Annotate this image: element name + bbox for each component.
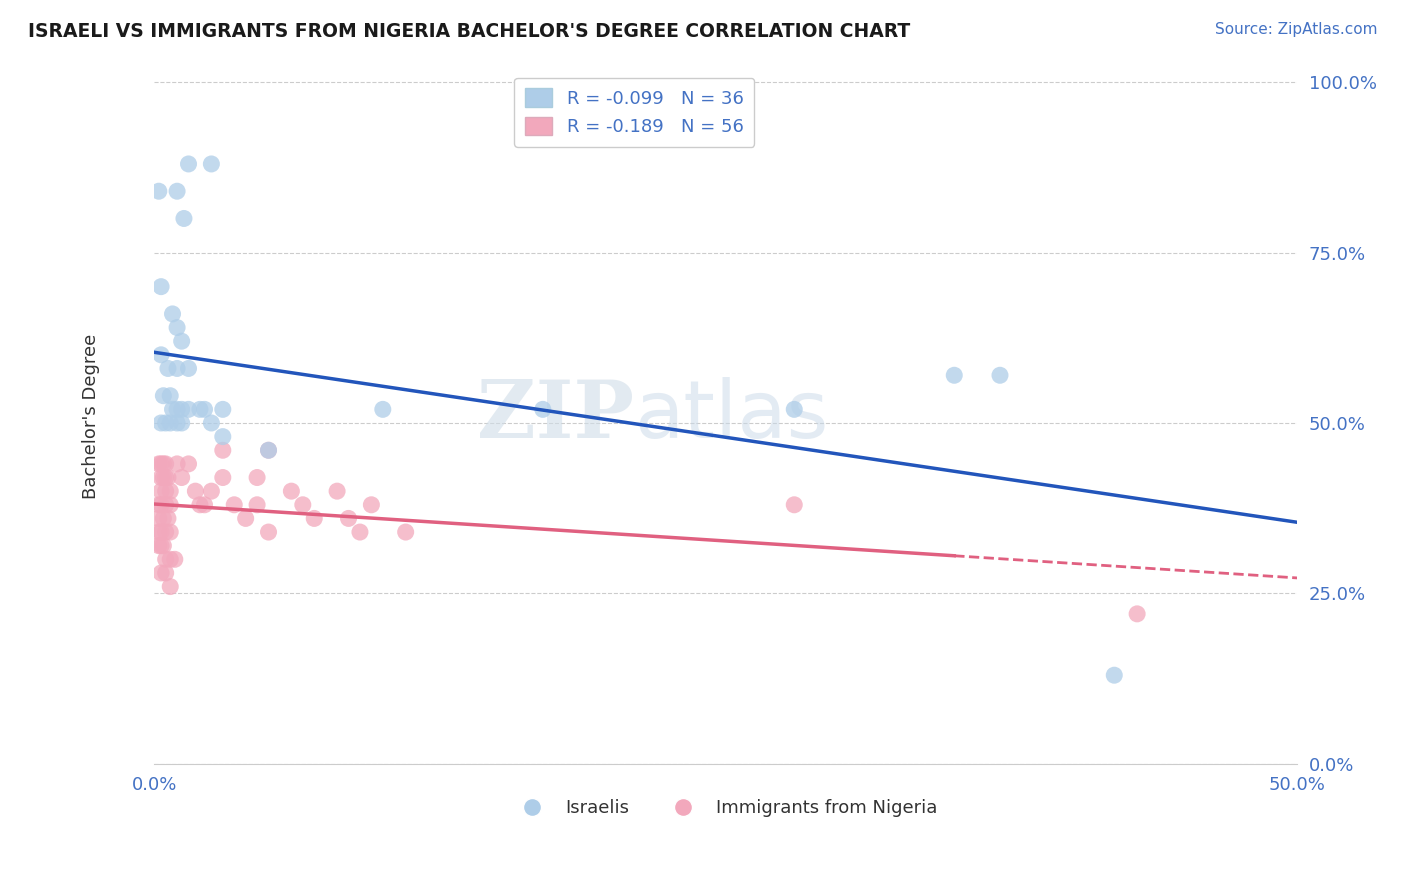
Point [148,539,170,553]
Point [148,511,170,525]
Point [200,484,222,499]
Point [257,524,280,539]
Point [1104,668,1126,682]
Point [150,566,173,580]
Point [224,498,246,512]
Text: ZIP: ZIP [477,377,634,455]
Point [193,402,215,417]
Point [166,402,188,417]
Point [257,443,280,458]
Point [246,470,269,484]
Point [159,389,181,403]
Point [531,402,554,417]
Point [349,524,371,539]
Point [193,498,215,512]
Point [170,416,193,430]
Point [150,348,173,362]
Point [159,498,181,512]
Point [371,402,394,417]
Point [280,484,302,499]
Point [177,457,200,471]
Point [150,416,173,430]
Point [360,498,382,512]
Point [152,389,174,403]
Point [148,498,170,512]
Point [943,368,966,383]
Point [177,361,200,376]
Point [211,402,233,417]
Point [173,211,195,226]
Point [166,320,188,334]
Point [159,580,181,594]
Point [166,361,188,376]
Point [155,416,177,430]
Point [159,416,181,430]
Point [177,402,200,417]
Point [184,484,207,499]
Point [337,511,360,525]
Point [162,402,184,417]
Point [150,484,173,499]
Point [155,498,177,512]
Point [155,470,177,484]
Point [148,524,170,539]
Point [188,402,211,417]
Point [170,334,193,348]
Point [783,402,806,417]
Point [170,402,193,417]
Point [166,184,188,198]
Point [159,524,181,539]
Text: Source: ZipAtlas.com: Source: ZipAtlas.com [1215,22,1378,37]
Point [302,511,325,525]
Point [150,279,173,293]
Point [155,552,177,566]
Point [150,498,173,512]
Point [150,539,173,553]
Point [211,429,233,443]
Point [257,443,280,458]
Point [155,484,177,499]
Point [211,443,233,458]
Point [246,498,269,512]
Point [163,552,186,566]
Point [177,157,200,171]
Point [148,457,170,471]
Text: atlas: atlas [634,377,828,455]
Point [156,511,179,525]
Point [783,498,806,512]
Point [166,457,188,471]
Point [155,457,177,471]
Point [235,511,257,525]
Point [156,470,179,484]
Point [211,470,233,484]
Point [200,416,222,430]
Point [152,457,174,471]
Point [155,566,177,580]
Point [150,524,173,539]
Point [200,157,222,171]
Point [326,484,349,499]
Text: Bachelor's Degree: Bachelor's Degree [83,334,100,499]
Point [988,368,1011,383]
Point [170,470,193,484]
Point [150,470,173,484]
Point [159,484,181,499]
Point [395,524,418,539]
Point [148,184,170,198]
Point [150,457,173,471]
Point [152,511,174,525]
Point [156,361,179,376]
Point [152,470,174,484]
Legend: Israelis, Immigrants from Nigeria: Israelis, Immigrants from Nigeria [508,792,945,824]
Point [291,498,314,512]
Point [188,498,211,512]
Point [162,307,184,321]
Point [152,539,174,553]
Point [1126,607,1149,621]
Point [159,552,181,566]
Point [166,416,188,430]
Text: ISRAELI VS IMMIGRANTS FROM NIGERIA BACHELOR'S DEGREE CORRELATION CHART: ISRAELI VS IMMIGRANTS FROM NIGERIA BACHE… [28,22,910,41]
Point [155,524,177,539]
